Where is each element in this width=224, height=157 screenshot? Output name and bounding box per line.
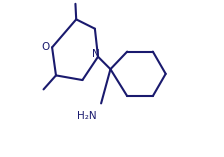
- Text: N: N: [92, 49, 99, 59]
- Text: H₂N: H₂N: [77, 111, 97, 121]
- Text: O: O: [42, 42, 50, 52]
